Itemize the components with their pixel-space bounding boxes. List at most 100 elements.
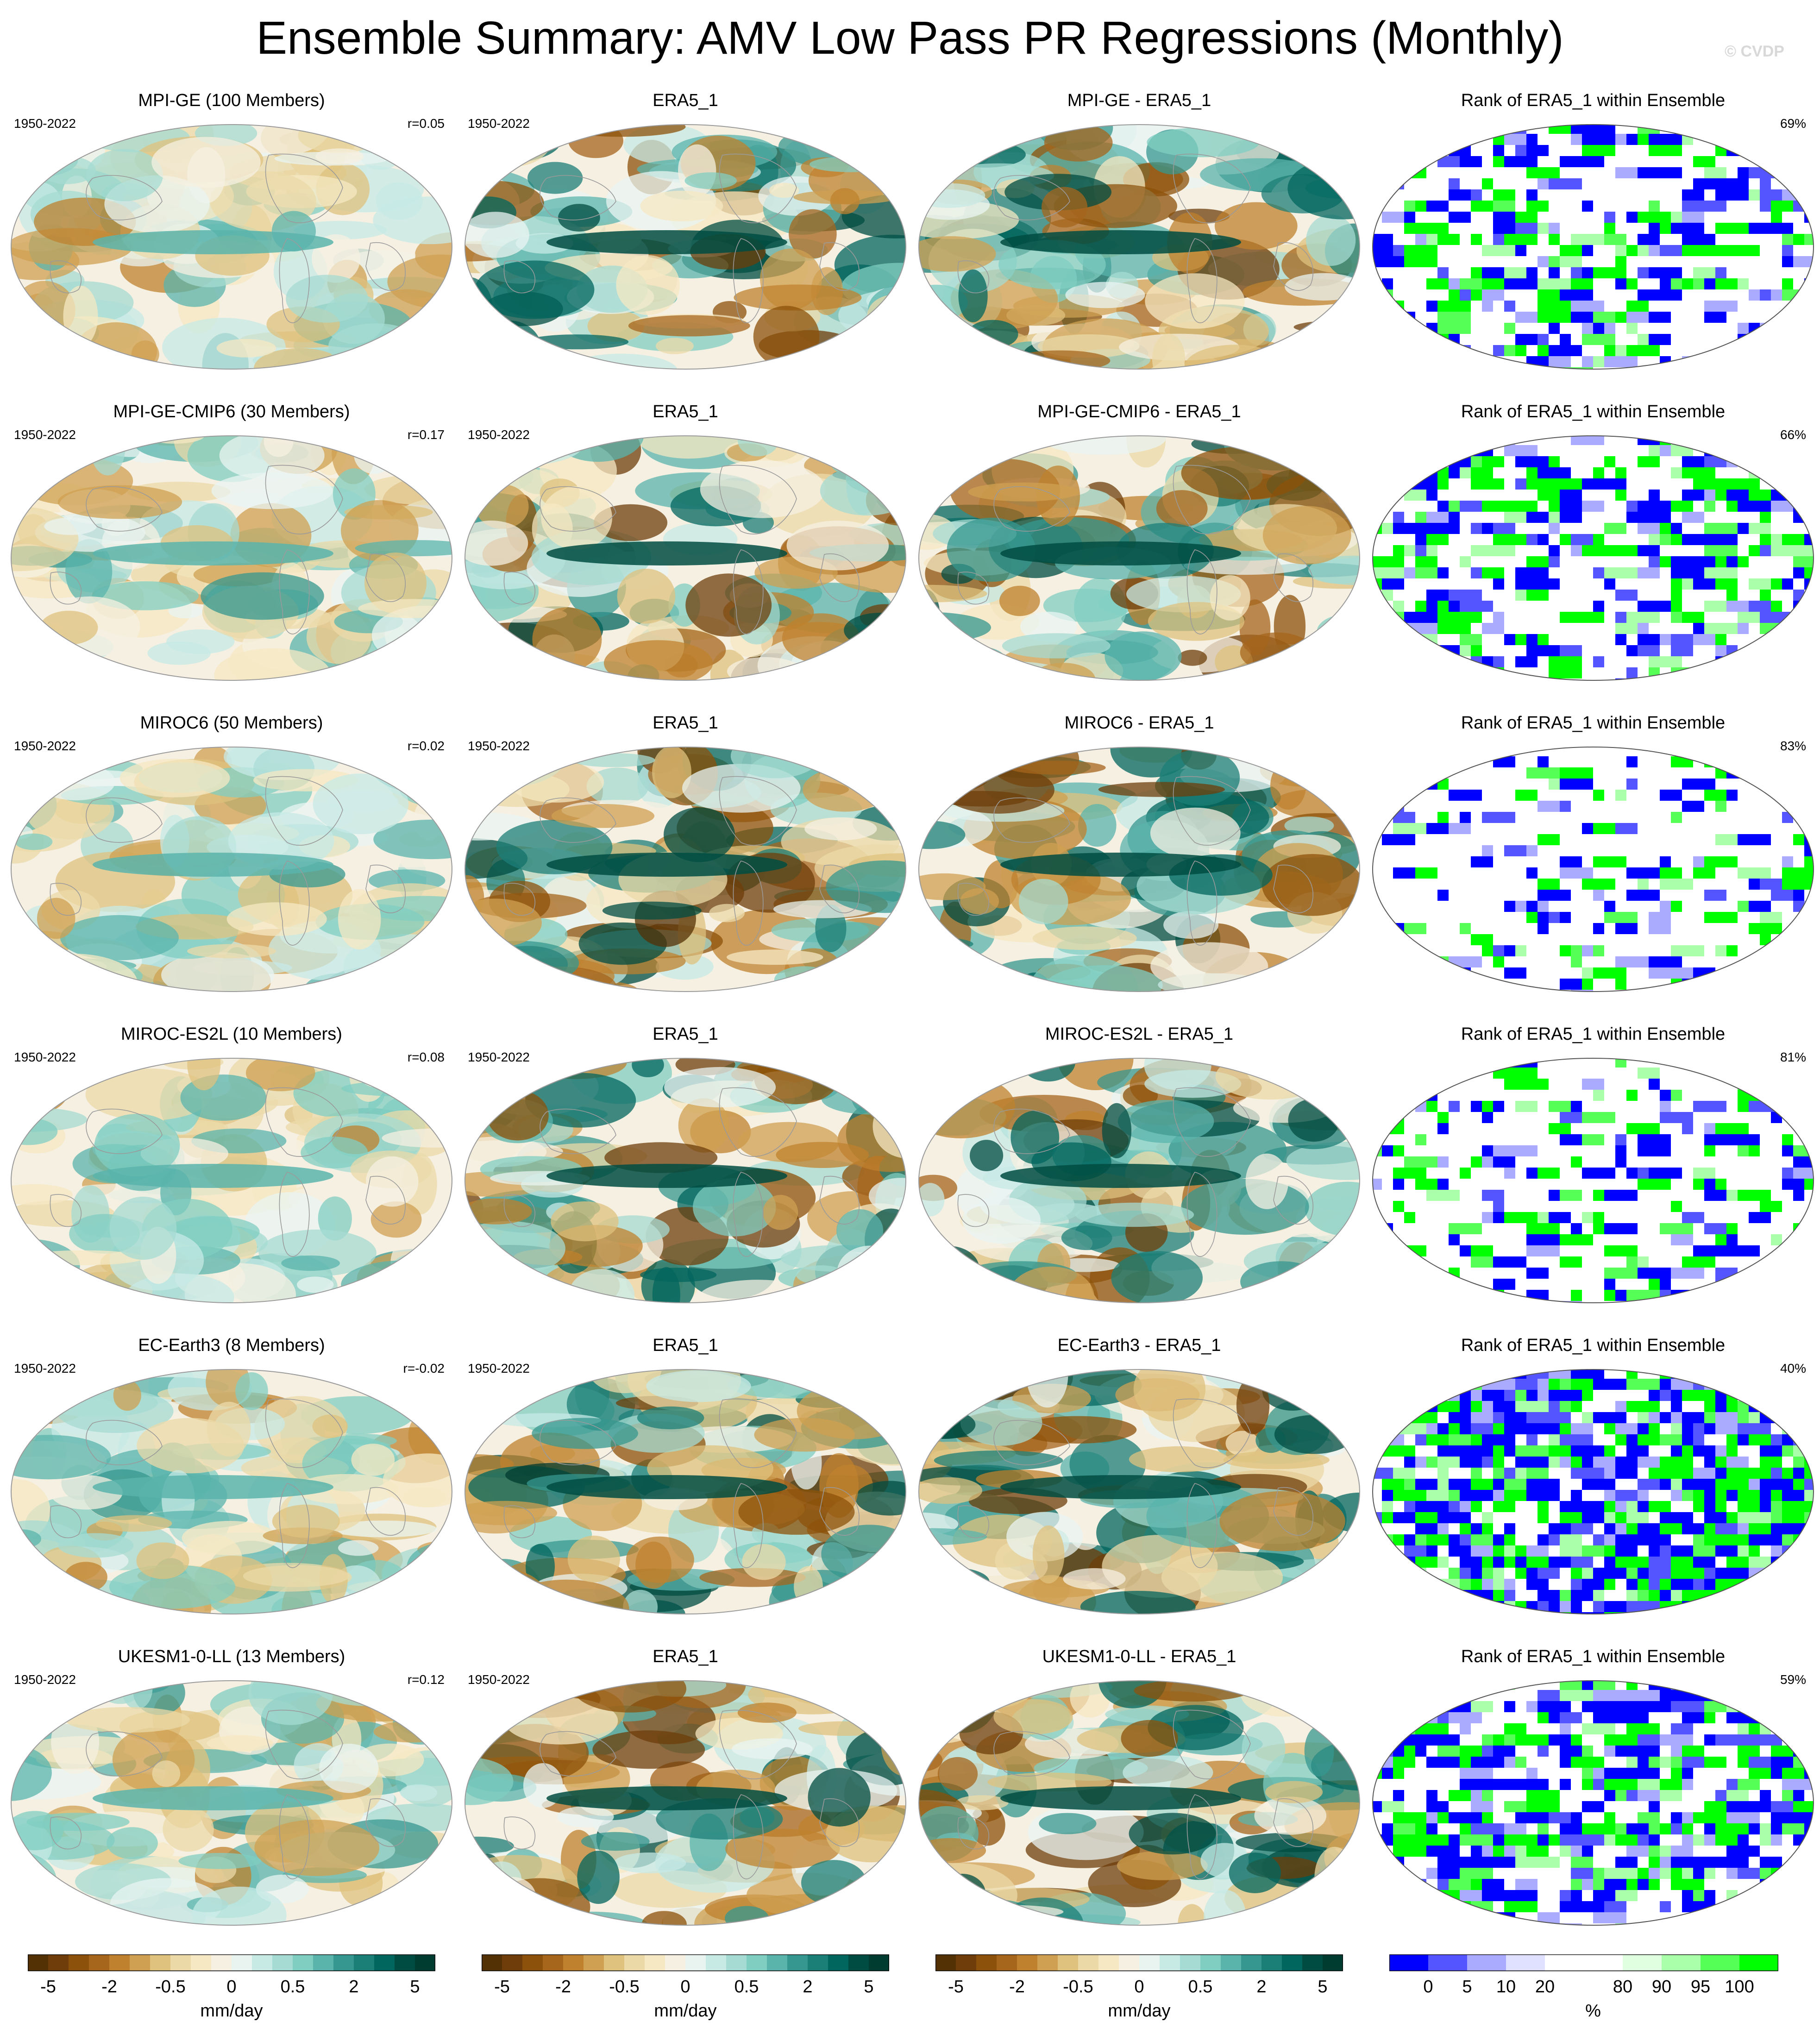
- colorbar-swatch: [1180, 1954, 1201, 1971]
- map-outline: [1372, 124, 1814, 370]
- colorbar-swatch: [150, 1954, 171, 1971]
- rank-map: [1372, 1680, 1814, 1926]
- map-field: [465, 436, 906, 680]
- panel-correlation: r=0.17: [407, 427, 445, 442]
- colorbar-swatch: [665, 1954, 686, 1971]
- colorbar-swatch: [1302, 1954, 1323, 1971]
- colorbar-swatch: [89, 1954, 110, 1971]
- map-outline: [464, 1058, 906, 1303]
- colorbar-rank-swatches: [1389, 1954, 1779, 1972]
- colorbar-diff: -5 -2 -0.5 0 0.5 2 5 mm/day: [935, 1954, 1352, 2024]
- map-panel-obs: ERA5_1 1950-2022: [458, 402, 912, 698]
- panel-years: 1950-2022: [14, 1672, 76, 1687]
- colorbar-obs-swatches: [481, 1954, 890, 1972]
- rank-map: [1372, 435, 1814, 681]
- colorbar-tick-label: -2: [101, 1977, 117, 1997]
- colorbar-tick-label: 2: [1256, 1977, 1267, 1997]
- colorbar-swatch: [935, 1954, 956, 1971]
- map-panel-diff: MPI-GE - ERA5_1: [912, 90, 1366, 387]
- map-outline: [918, 747, 1360, 992]
- map-outline: [1372, 747, 1814, 992]
- panel-title: Rank of ERA5_1 within Ensemble: [1461, 402, 1726, 421]
- colorbar-swatch: [1545, 1954, 1584, 1971]
- colorbar-swatch: [1261, 1954, 1282, 1971]
- panel-title: ERA5_1: [653, 91, 718, 110]
- colorbar-obs-ticks: -5 -2 -0.5 0 0.5 2 5: [482, 1977, 889, 2000]
- colorbar-swatch: [1139, 1954, 1160, 1971]
- regression-map: [918, 1369, 1360, 1614]
- panel-title: MIROC6 (50 Members): [140, 713, 323, 733]
- colorbar-swatch: [808, 1954, 828, 1971]
- colorbar-swatch: [828, 1954, 849, 1971]
- colorbar-swatch: [502, 1954, 523, 1971]
- regression-map: [464, 435, 906, 681]
- panel-title: EC-Earth3 - ERA5_1: [1057, 1336, 1221, 1355]
- panel-title: UKESM1-0-LL - ERA5_1: [1042, 1647, 1236, 1666]
- map-panel-diff: EC-Earth3 - ERA5_1: [912, 1335, 1366, 1632]
- colorbar-tick-label: 5: [1462, 1977, 1472, 1997]
- panel-title: Rank of ERA5_1 within Ensemble: [1461, 91, 1726, 110]
- colorbar-swatch: [232, 1954, 252, 1971]
- colorbar-swatch: [1282, 1954, 1303, 1971]
- colorbar-tick-label: -0.5: [1063, 1977, 1093, 1997]
- rank-field: [1373, 1058, 1814, 1303]
- map-outline: [918, 1680, 1360, 1926]
- map-outline: [918, 1369, 1360, 1614]
- map-panel-rank: Rank of ERA5_1 within Ensemble 81%: [1366, 1024, 1820, 1320]
- map-panel-diff: MIROC-ES2L - ERA5_1: [912, 1024, 1366, 1320]
- colorbar-diff-swatches: [935, 1954, 1343, 1972]
- colorbar-swatch: [584, 1954, 604, 1971]
- panel-years: 1950-2022: [14, 1050, 76, 1064]
- map-outline: [11, 1369, 452, 1614]
- colorbar-swatch: [1221, 1954, 1242, 1971]
- map-outline: [464, 1680, 906, 1926]
- panel-title: MIROC6 - ERA5_1: [1064, 713, 1214, 733]
- panel-title: Rank of ERA5_1 within Ensemble: [1461, 1336, 1726, 1355]
- panel-rank-percent: 69%: [1780, 116, 1806, 131]
- panel-years: 1950-2022: [14, 427, 76, 442]
- regression-map: [464, 1680, 906, 1926]
- colorbar-tick-label: -5: [494, 1977, 510, 1997]
- map-panel-model: MIROC6 (50 Members) 1950-2022 r=0.02: [5, 713, 458, 1009]
- regression-map: [918, 1680, 1360, 1926]
- map-panel-obs: ERA5_1 1950-2022: [458, 1335, 912, 1632]
- colorbar-swatch: [130, 1954, 151, 1971]
- colorbar-swatch: [109, 1954, 130, 1971]
- panel-title: Rank of ERA5_1 within Ensemble: [1461, 713, 1726, 733]
- cvdp-watermark: © CVDP: [1725, 43, 1784, 60]
- colorbar-swatch: [1037, 1954, 1058, 1971]
- colorbar-swatch: [685, 1954, 706, 1971]
- map-outline: [918, 435, 1360, 681]
- colorbar-swatch: [354, 1954, 375, 1971]
- map-panel-obs: ERA5_1 1950-2022: [458, 1646, 912, 1943]
- map-panel-obs: ERA5_1 1950-2022: [458, 1024, 912, 1320]
- colorbar-swatch: [415, 1954, 436, 1971]
- colorbar-swatch: [1467, 1954, 1506, 1971]
- map-panel-model: MIROC-ES2L (10 Members) 1950-2022 r=0.08: [5, 1024, 458, 1320]
- colorbar-frame: [1389, 1954, 1779, 1972]
- colorbar-swatch: [28, 1954, 49, 1971]
- panel-title: ERA5_1: [653, 1024, 718, 1044]
- colorbar-frame: [481, 1954, 890, 1972]
- colorbar-tick-label: 90: [1651, 1977, 1672, 1997]
- colorbar-rank-unit: %: [1585, 2001, 1601, 2021]
- map-outline: [11, 1680, 452, 1926]
- colorbar-model-swatches: [27, 1954, 436, 1972]
- regression-map: [918, 1058, 1360, 1303]
- panel-title: UKESM1-0-LL (13 Members): [118, 1647, 345, 1666]
- colorbar-swatch: [1098, 1954, 1119, 1971]
- colorbar-swatch: [1058, 1954, 1079, 1971]
- colorbar-tick-label: -5: [40, 1977, 56, 1997]
- colorbar-frame: [935, 1954, 1343, 1972]
- colorbar-swatch: [1389, 1954, 1429, 1971]
- rank-map: [1372, 747, 1814, 992]
- map-panel-model: EC-Earth3 (8 Members) 1950-2022 r=-0.02: [5, 1335, 458, 1632]
- colorbar-tick-label: 5: [1318, 1977, 1328, 1997]
- colorbar-swatch: [976, 1954, 997, 1971]
- colorbar-swatch: [1701, 1954, 1740, 1971]
- colorbar-swatch: [170, 1954, 191, 1971]
- regression-map: [918, 747, 1360, 992]
- colorbar-swatch: [482, 1954, 502, 1971]
- colorbar-swatch: [1428, 1954, 1468, 1971]
- regression-map: [11, 1680, 452, 1926]
